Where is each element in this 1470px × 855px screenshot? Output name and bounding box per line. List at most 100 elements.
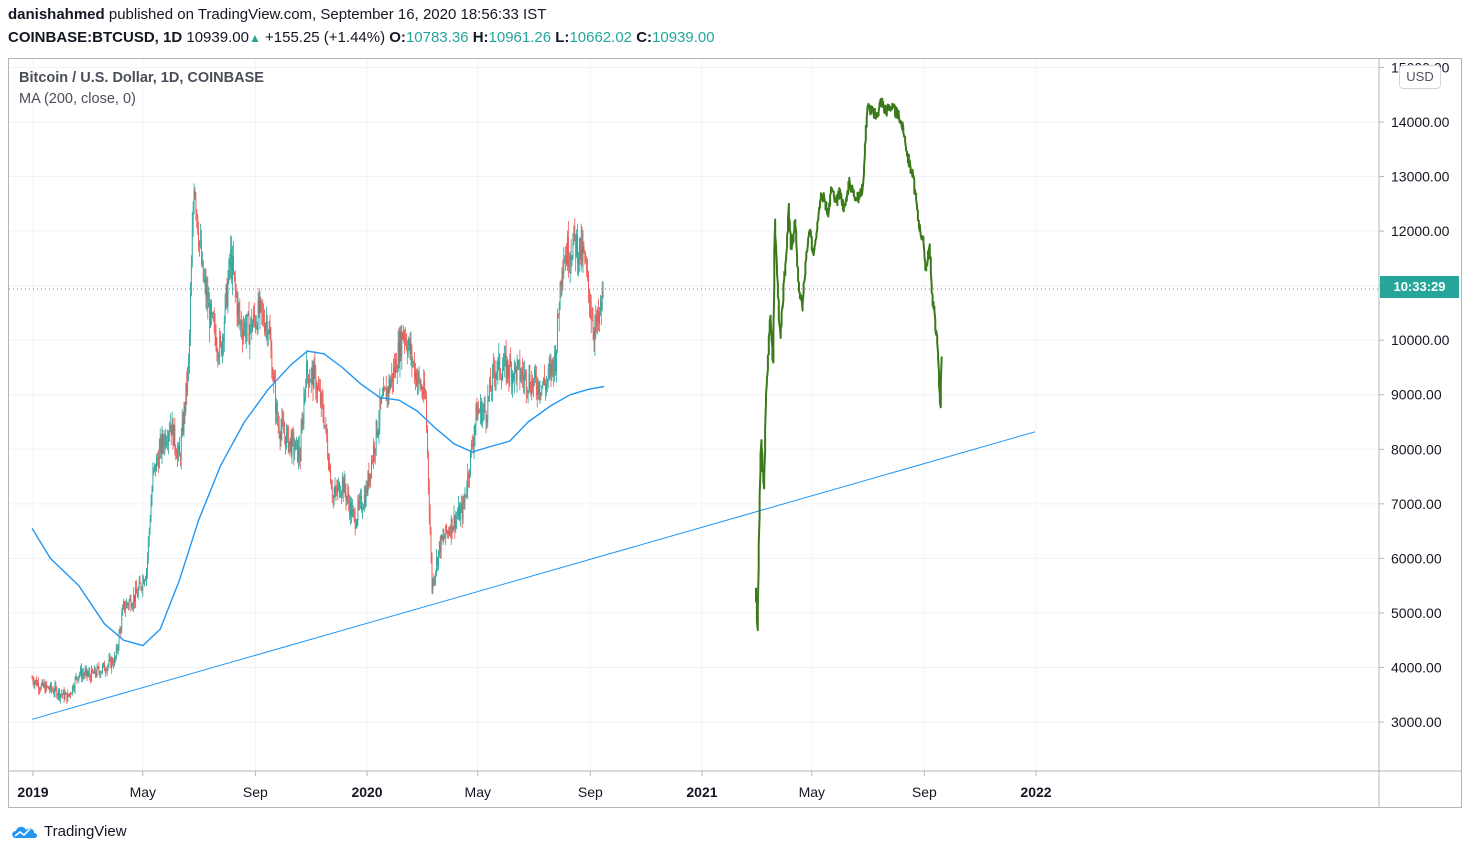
candle bbox=[404, 329, 405, 354]
price-tick-label: 14000.00 bbox=[1391, 114, 1450, 130]
candle bbox=[264, 309, 265, 336]
candle bbox=[373, 438, 374, 469]
candle bbox=[225, 283, 227, 311]
legend-indicator[interactable]: MA (200, close, 0) bbox=[19, 91, 136, 107]
candle bbox=[71, 692, 72, 695]
candle bbox=[386, 386, 388, 408]
tradingview-brand[interactable]: TradingView bbox=[10, 822, 127, 840]
candle bbox=[502, 352, 504, 371]
candle bbox=[601, 281, 603, 312]
candle bbox=[416, 368, 417, 388]
candle bbox=[43, 682, 45, 689]
candle bbox=[145, 575, 146, 582]
candle bbox=[244, 315, 246, 344]
candle bbox=[589, 289, 590, 318]
candle bbox=[535, 364, 536, 384]
candle bbox=[507, 359, 509, 384]
candle bbox=[196, 209, 198, 229]
candle bbox=[385, 375, 387, 401]
candle bbox=[595, 304, 597, 339]
candle bbox=[159, 428, 161, 460]
candle bbox=[226, 278, 228, 309]
candle bbox=[438, 550, 439, 571]
time-tick-label: 2021 bbox=[686, 784, 717, 800]
candle bbox=[61, 693, 63, 699]
candle bbox=[562, 259, 564, 291]
candle bbox=[351, 498, 353, 518]
candle bbox=[165, 428, 167, 450]
candle bbox=[423, 368, 425, 403]
candle bbox=[477, 401, 479, 421]
candle bbox=[527, 390, 529, 404]
candle bbox=[410, 331, 412, 366]
candle bbox=[334, 477, 336, 498]
candle bbox=[51, 686, 53, 692]
author-name[interactable]: danishahmed bbox=[8, 6, 105, 23]
price-tick-label: 6000.00 bbox=[1391, 550, 1442, 566]
currency-badge[interactable]: USD bbox=[1399, 65, 1441, 89]
candle bbox=[356, 518, 358, 529]
chart-legend[interactable]: Bitcoin / U.S. Dollar, 1D, COINBASE MA (… bbox=[19, 68, 264, 110]
candle bbox=[208, 286, 210, 308]
candle bbox=[330, 463, 331, 485]
candle bbox=[267, 329, 269, 346]
candle bbox=[548, 356, 550, 382]
candle bbox=[551, 359, 553, 382]
candle bbox=[234, 270, 236, 303]
candle bbox=[99, 670, 101, 679]
candle bbox=[223, 315, 225, 352]
candle bbox=[346, 495, 348, 506]
candle bbox=[559, 281, 561, 311]
candle bbox=[399, 326, 401, 378]
candle bbox=[73, 684, 75, 693]
candle bbox=[429, 504, 431, 536]
candle bbox=[586, 256, 588, 278]
candle bbox=[427, 424, 428, 459]
candle bbox=[380, 397, 382, 410]
candle bbox=[503, 345, 505, 378]
candle bbox=[301, 411, 303, 434]
candle bbox=[523, 362, 524, 394]
candle bbox=[476, 397, 478, 421]
line-series bbox=[31, 97, 1036, 720]
trend-line[interactable] bbox=[31, 431, 1036, 720]
published-text: published on TradingView.com, September … bbox=[108, 6, 547, 23]
legend-title[interactable]: Bitcoin / U.S. Dollar, 1D, COINBASE bbox=[19, 70, 264, 86]
chart-frame[interactable] bbox=[8, 58, 1462, 808]
candle bbox=[484, 395, 486, 413]
candle bbox=[365, 480, 367, 507]
candle bbox=[329, 453, 330, 473]
candle bbox=[464, 487, 466, 510]
projection-line[interactable] bbox=[755, 97, 943, 632]
candle bbox=[581, 226, 583, 267]
candle bbox=[545, 375, 547, 397]
ma-200-line[interactable] bbox=[31, 350, 605, 647]
candle bbox=[209, 292, 211, 343]
candle bbox=[98, 661, 100, 676]
candle bbox=[568, 252, 570, 273]
candle bbox=[320, 391, 322, 418]
candle bbox=[294, 438, 296, 461]
candle bbox=[306, 350, 308, 388]
axes: 3000.00 4000.00 5000.00 6000.00 7000.00 8000.… bbox=[9, 59, 1461, 807]
candle bbox=[447, 529, 448, 539]
candle bbox=[322, 390, 324, 423]
candle bbox=[412, 356, 414, 369]
candle bbox=[114, 655, 116, 663]
candle bbox=[577, 223, 578, 276]
candle bbox=[220, 331, 222, 348]
candle bbox=[199, 240, 200, 257]
candle bbox=[567, 221, 569, 278]
candle bbox=[481, 401, 483, 429]
time-tick-label: 2020 bbox=[351, 784, 382, 800]
candle bbox=[359, 492, 361, 511]
candle bbox=[418, 366, 420, 385]
candle bbox=[486, 414, 488, 430]
candle bbox=[433, 573, 435, 587]
tradingview-cloud-icon bbox=[12, 826, 37, 838]
candle bbox=[214, 313, 216, 347]
candle bbox=[520, 367, 522, 383]
price-tick-label: 7000.00 bbox=[1391, 496, 1442, 512]
candle bbox=[115, 643, 117, 661]
